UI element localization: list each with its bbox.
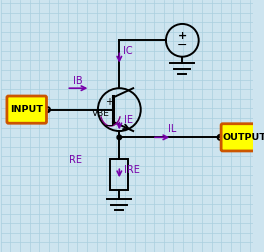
Text: +: + xyxy=(105,97,113,107)
FancyBboxPatch shape xyxy=(7,96,46,123)
Text: IE: IE xyxy=(124,115,133,125)
Text: OUTPUT: OUTPUT xyxy=(223,133,264,142)
FancyBboxPatch shape xyxy=(221,124,264,151)
Bar xyxy=(111,159,128,190)
Text: IC: IC xyxy=(123,46,133,56)
Text: RE: RE xyxy=(69,154,82,165)
Text: IRE: IRE xyxy=(124,165,140,175)
Circle shape xyxy=(117,135,122,140)
Text: −: − xyxy=(105,121,114,131)
Text: −: − xyxy=(177,39,187,52)
Text: IL: IL xyxy=(168,124,177,134)
Text: IB: IB xyxy=(73,76,82,86)
Text: VBE: VBE xyxy=(92,109,110,118)
Text: INPUT: INPUT xyxy=(10,105,43,114)
Text: +: + xyxy=(178,31,187,41)
